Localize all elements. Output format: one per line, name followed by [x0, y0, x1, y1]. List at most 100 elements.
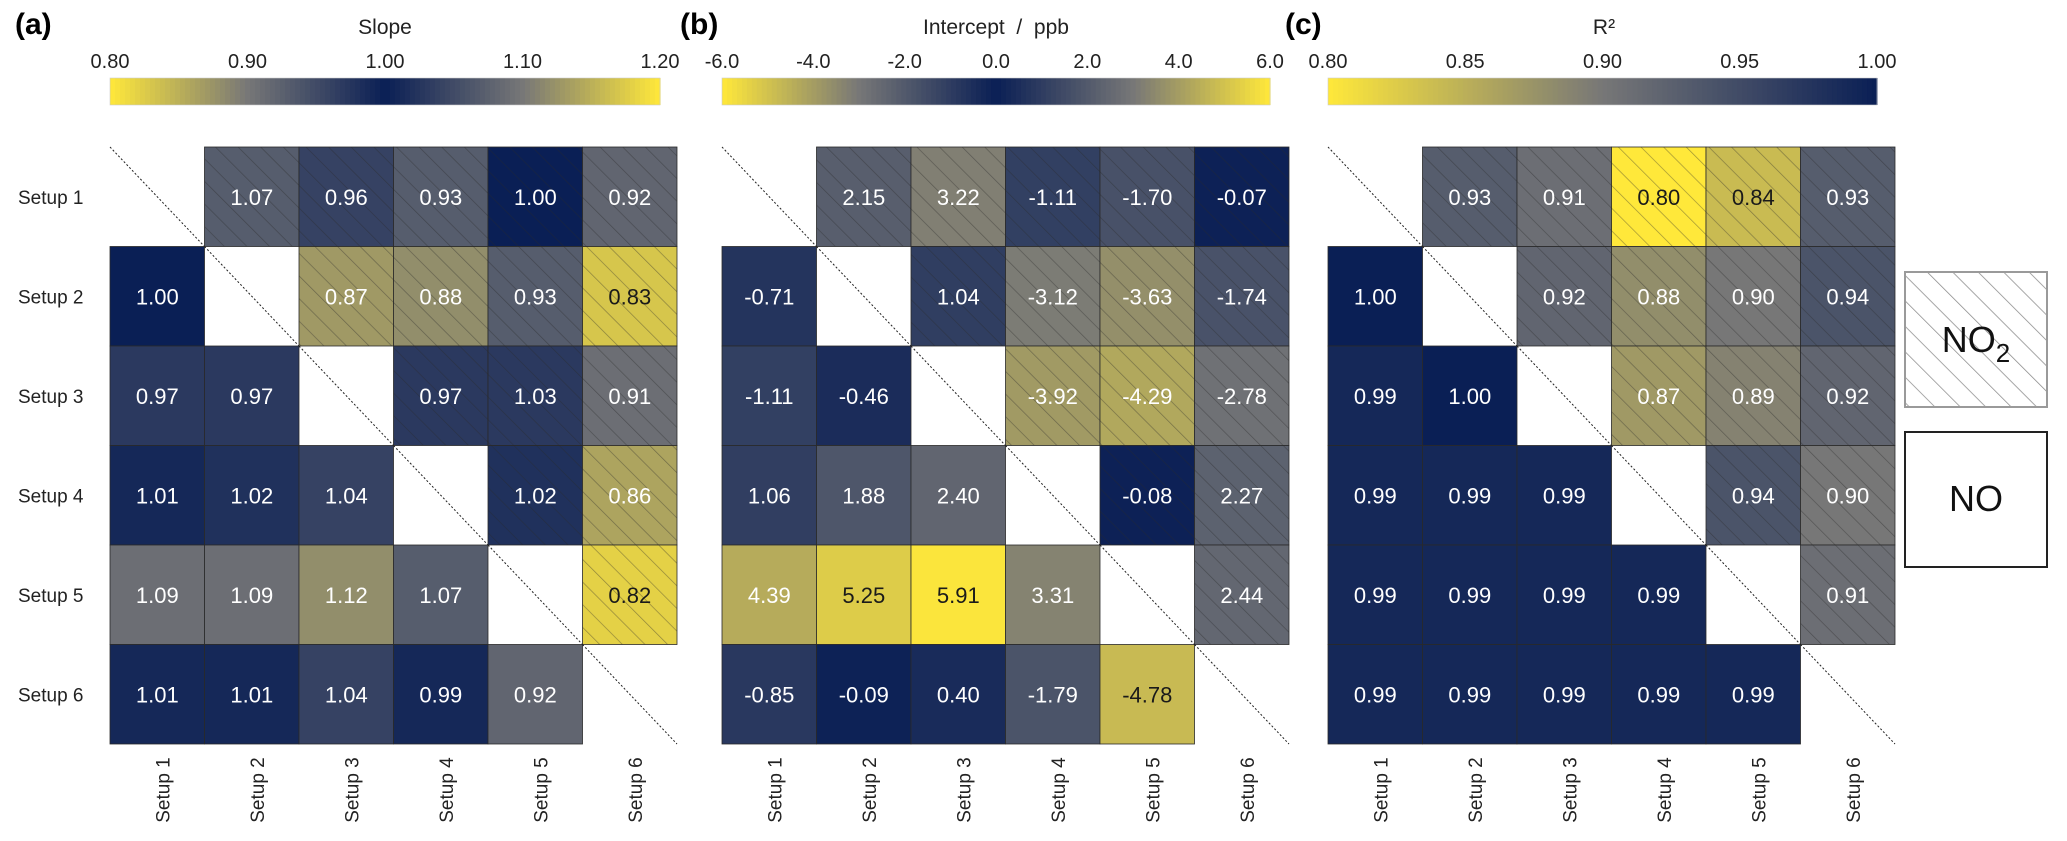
colorbar-segment: [1747, 78, 1753, 105]
colorbar-segment: [1502, 78, 1509, 105]
colorbar: [721, 77, 1271, 106]
colorbar-segment: [722, 78, 728, 105]
cell-value-label: 0.86: [608, 483, 651, 508]
hatch-overlay: [1706, 346, 1801, 446]
colorbar-segment: [430, 78, 436, 105]
hatch-overlay: [1800, 246, 1895, 346]
panel-label: (a): [15, 8, 52, 41]
colorbar-segment: [731, 78, 738, 105]
colorbar-segment: [1517, 78, 1524, 105]
cell-value-label: 0.87: [1637, 384, 1680, 409]
colorbar-segment: [605, 78, 611, 105]
heatmap-cell-no: [1516, 445, 1612, 546]
colorbar-segment: [130, 78, 136, 105]
colorbar-segment: [205, 78, 211, 105]
colorbar-segment: [420, 78, 426, 105]
column-label: Setup 2: [860, 757, 881, 823]
heatmap-cell-no: [816, 445, 912, 546]
colorbar-segment: [505, 78, 511, 105]
colorbar-segment: [340, 78, 346, 105]
row-label: Setup 6: [18, 685, 84, 706]
diagonal-line: [204, 246, 300, 347]
cell-value-label: 0.99: [1637, 682, 1680, 707]
cell-value-label: 0.83: [608, 284, 651, 309]
column-label: Setup 6: [1238, 757, 1259, 823]
heatmap-cell-no: [1327, 445, 1423, 546]
colorbar-segment: [871, 78, 878, 105]
cell-value-label: -0.85: [744, 682, 794, 707]
diagonal-line: [1099, 544, 1195, 645]
colorbar-segment: [1170, 78, 1176, 105]
colorbar-segment: [976, 78, 982, 105]
heatmap-cell-no: [1611, 544, 1707, 645]
colorbar-ticks: 0.80 0.90 1.00 1.10 1.20: [91, 51, 680, 73]
colorbar-segment: [1055, 78, 1062, 105]
heatmap-cell-no: [109, 246, 205, 347]
colorbar-tick-label: 6.0: [1256, 51, 1284, 73]
colorbar-segment: [110, 78, 116, 105]
column-label: Setup 6: [626, 757, 647, 823]
colorbar-segment: [1712, 78, 1718, 105]
colorbar-segment: [290, 78, 296, 105]
colorbar: [1327, 77, 1878, 106]
hatch-overlay: [1100, 346, 1195, 446]
cell-value-label: 0.82: [608, 583, 651, 608]
colorbar-segment: [1642, 78, 1649, 105]
colorbar-segment: [475, 78, 481, 105]
colorbar-segment: [766, 78, 773, 105]
heatmap-cell-no: [721, 246, 817, 347]
colorbar-segment: [1682, 78, 1688, 105]
cell-value-label: 0.97: [419, 384, 462, 409]
colorbar-segment: [1205, 78, 1211, 105]
colorbar-tick-label: 1.00: [366, 51, 405, 73]
colorbar-segment: [565, 78, 571, 105]
colorbar-tick-label: 0.90: [1583, 51, 1622, 73]
colorbar-segment: [1180, 78, 1186, 105]
colorbar-tick-label: 1.20: [641, 51, 680, 73]
colorbar-segment: [1852, 78, 1858, 105]
colorbar-ticks: -6.0 -4.0 -2.0 0.0 2.0 4.0 6.0: [705, 51, 1284, 73]
cell-value-label: 1.88: [842, 483, 885, 508]
colorbar-segment: [1030, 78, 1037, 105]
colorbar-segment: [500, 78, 506, 105]
heatmap-cell-no: [910, 644, 1006, 745]
hatch-overlay: [816, 147, 911, 247]
colorbar-segment: [1362, 78, 1369, 105]
heatmap-cell-no: [721, 345, 817, 446]
colorbar-segment: [1165, 78, 1171, 105]
colorbar-segment: [1050, 78, 1057, 105]
cell-value-label: 0.99: [1732, 682, 1775, 707]
column-label: Setup 3: [954, 757, 975, 823]
colorbar-segment: [160, 78, 166, 105]
hatch-overlay: [393, 346, 488, 446]
colorbar-segment: [1842, 78, 1848, 105]
colorbar-segment: [455, 78, 461, 105]
colorbar-segment: [1847, 78, 1853, 105]
hatch-overlay: [1005, 147, 1100, 247]
colorbar-segment: [650, 78, 656, 105]
cell-value-label: 0.96: [325, 185, 368, 210]
colorbar-segment: [756, 78, 763, 105]
colorbar-segment: [1407, 78, 1414, 105]
colorbar-segment: [1462, 78, 1469, 105]
colorbar-segment: [1265, 78, 1271, 105]
colorbar-segment: [921, 78, 927, 105]
colorbar-segment: [270, 78, 276, 105]
colorbar-segment: [1872, 78, 1878, 105]
colorbar-segment: [155, 78, 161, 105]
colorbar-segment: [390, 78, 396, 105]
panel-label: (c): [1285, 8, 1322, 41]
colorbar-segment: [1130, 78, 1137, 105]
colorbar-segment: [896, 78, 902, 105]
colorbar-segment: [1632, 78, 1639, 105]
colorbar-segment: [821, 78, 828, 105]
colorbar-segment: [580, 78, 586, 105]
heatmap-cell-no: [204, 544, 300, 645]
colorbar-segment: [1025, 78, 1032, 105]
hatch-overlay: [1611, 246, 1706, 346]
cell-value-label: 0.99: [1543, 682, 1586, 707]
colorbar-segment: [450, 78, 456, 105]
legend-plain-label: NO: [1949, 478, 2003, 519]
colorbar-segment: [1045, 78, 1052, 105]
